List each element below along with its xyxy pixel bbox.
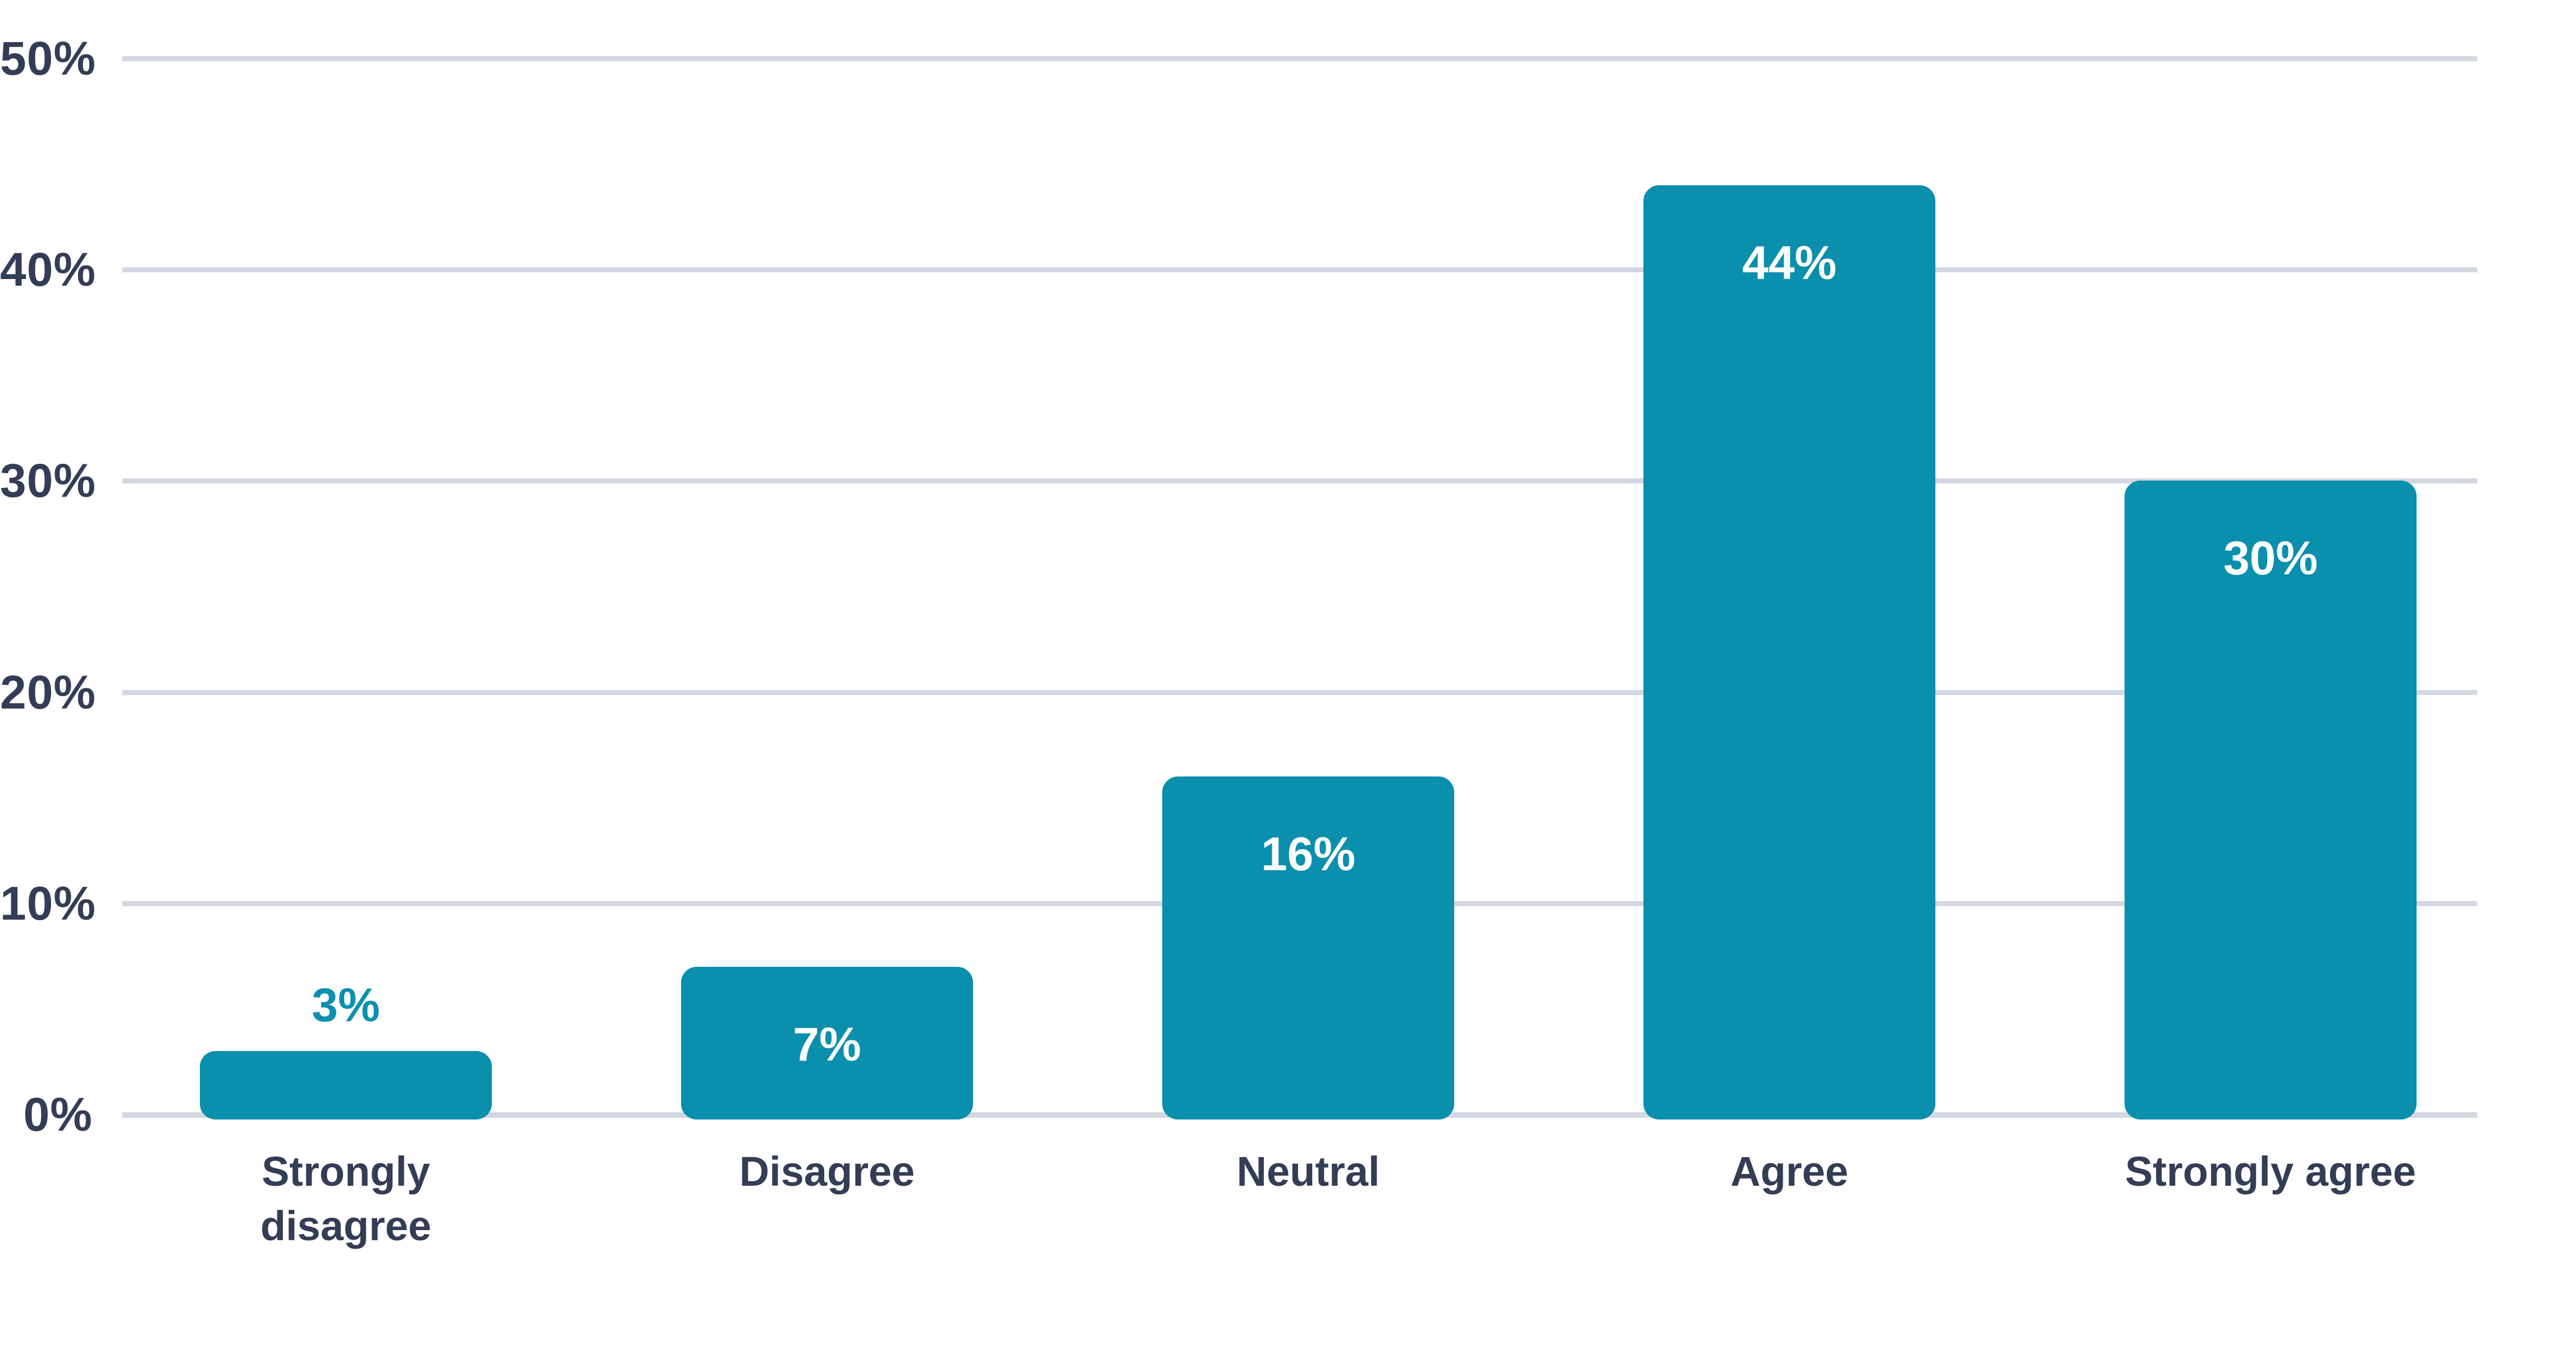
bar-strongly-agree <box>2125 481 2417 1120</box>
bar-strongly-disagree <box>200 1051 492 1120</box>
bar-agree <box>1643 185 1935 1120</box>
bar-value-label-16%: 16% <box>1260 828 1356 881</box>
x-category-label-strongly-disagree: Strongly disagree <box>260 1148 432 1249</box>
gridline-40% <box>122 267 2477 273</box>
bar-value-label-7%: 7% <box>793 1017 861 1071</box>
y-tick-label-30%: 30% <box>0 454 97 508</box>
y-tick-label-50%: 50% <box>0 32 97 85</box>
bar-value-label-44%: 44% <box>1742 236 1837 289</box>
x-category-label-neutral: Neutral <box>1236 1148 1380 1195</box>
bar-value-label-30%: 30% <box>2223 532 2318 585</box>
bar-disagree <box>681 966 973 1120</box>
y-tick-label-20%: 20% <box>0 665 97 719</box>
bar-neutral <box>1162 776 1454 1120</box>
y-tick-label-40%: 40% <box>0 243 97 296</box>
gridline-30% <box>122 478 2477 484</box>
x-category-label-strongly-agree: Strongly agree <box>2125 1148 2417 1195</box>
bar-value-label-3%: 3% <box>312 979 380 1032</box>
y-tick-label-0%: 0% <box>23 1088 93 1141</box>
x-category-label-agree: Agree <box>1730 1148 1848 1195</box>
x-category-label-disagree: Disagree <box>739 1148 915 1195</box>
gridline-20% <box>122 689 2477 695</box>
gridline-50% <box>122 56 2477 61</box>
y-tick-label-10%: 10% <box>0 876 97 930</box>
